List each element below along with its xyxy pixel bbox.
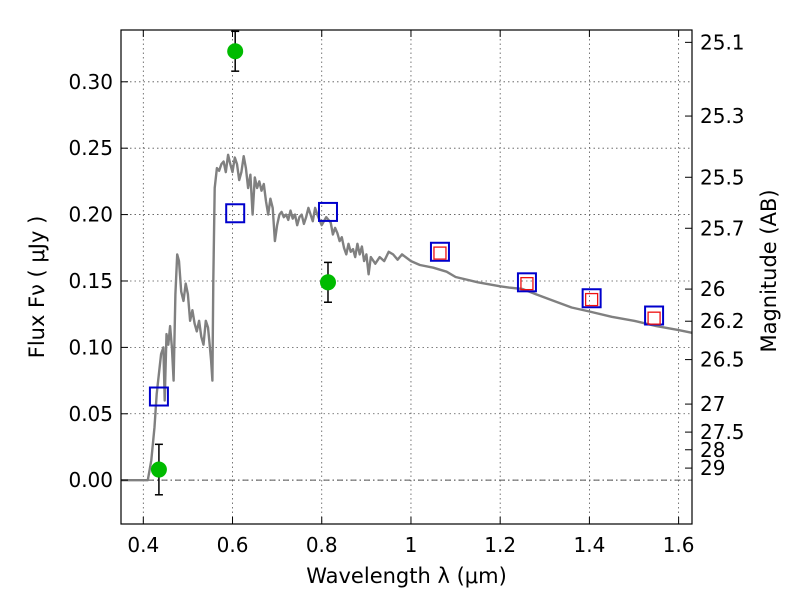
model-photometry-square — [317, 201, 338, 222]
model-photometry-inner-square — [584, 292, 599, 307]
y2-tick-label: 29 — [700, 456, 725, 480]
model-photometry-inner-square — [433, 246, 447, 260]
model-photometry-inner-square — [520, 276, 534, 291]
y2-tick-label: 26 — [700, 277, 725, 301]
y2-tick-label: 27 — [700, 392, 725, 416]
model-photometry-square — [148, 386, 169, 407]
y2-tick-label: 27.5 — [700, 420, 745, 444]
x-axis-label: Wavelength λ (μm) — [306, 564, 507, 588]
axis-ticks: 0.4 0.6 0.8 1 1.2 1.4 1.6 0.00 0.05 0.10 0.15 0.20 0… — [68, 30, 745, 557]
y2-tick-label: 25.7 — [700, 216, 745, 240]
y-axis-label: Flux Fν ( μJy ) — [25, 216, 49, 359]
y2-tick-label: 25.1 — [700, 30, 745, 54]
y-tick-label: 0.00 — [68, 468, 113, 492]
x-tick-label: 0.6 — [217, 533, 249, 557]
y-tick-label: 0.20 — [68, 203, 113, 227]
model-photometry-layer — [148, 201, 665, 407]
observed-point — [227, 43, 244, 60]
model-spectrum-line — [121, 153, 693, 482]
y-tick-label: 0.25 — [68, 136, 113, 160]
model-photometry-inner-square — [647, 311, 661, 325]
y-tick-label: 0.05 — [68, 402, 113, 426]
x-tick-label: 1 — [405, 533, 418, 557]
observed-points-layer — [150, 30, 336, 496]
plot-frame — [120, 29, 693, 525]
model-photometry-square — [516, 272, 537, 293]
y-tick-label: 0.15 — [68, 269, 113, 293]
model-photometry-square — [429, 241, 450, 262]
y-tick-label: 0.30 — [68, 70, 113, 94]
x-tick-label: 1.6 — [663, 533, 695, 557]
y2-tick-label: 26.5 — [700, 348, 745, 372]
x-tick-label: 0.4 — [127, 533, 159, 557]
y2-tick-label: 25.5 — [700, 165, 745, 189]
model-spectrum-layer — [121, 153, 693, 482]
x-tick-label: 1.4 — [573, 533, 605, 557]
y2-axis-label: Magnitude (AB) — [757, 189, 781, 352]
grid-lines — [121, 30, 692, 524]
model-photometry-square — [581, 288, 602, 309]
y2-tick-label: 26.2 — [700, 309, 745, 333]
observed-point — [150, 461, 167, 478]
observed-point — [319, 274, 336, 291]
y2-tick-label: 25.3 — [700, 104, 745, 128]
y2-tick-label: 28 — [700, 438, 725, 462]
y-tick-label: 0.10 — [68, 335, 113, 359]
x-tick-label: 0.8 — [306, 533, 338, 557]
x-tick-label: 1.2 — [484, 533, 516, 557]
model-photometry-square — [225, 203, 246, 224]
